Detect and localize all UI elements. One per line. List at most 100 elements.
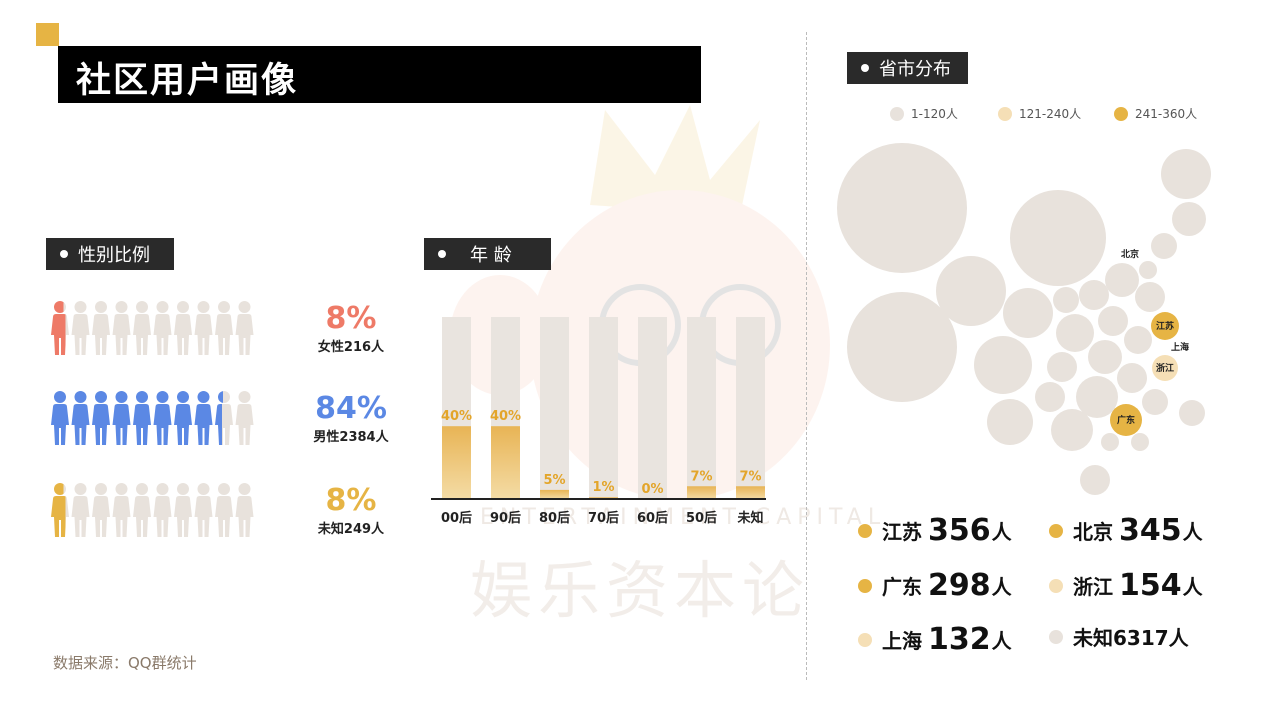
bullet-icon (438, 250, 446, 258)
province-stat: 北京 345 人 (1049, 513, 1203, 548)
age-bar (736, 486, 765, 499)
stat-dot-icon (1049, 523, 1063, 538)
province-legend: 1-120人 121-240人 241-360人 (890, 105, 1197, 122)
gender-heading-label: 性别比例 (78, 245, 150, 266)
age-bar-track (589, 317, 618, 499)
age-bar-track (736, 317, 765, 499)
map-label-jiangsu: 江苏 (1156, 320, 1174, 332)
age-bar-track (540, 317, 569, 499)
person-icon (153, 483, 172, 537)
age-x-tick-label: 90后 (490, 510, 521, 526)
stat-unit: 人 (991, 629, 1012, 653)
legend-item: 121-240人 (998, 105, 1114, 122)
person-icon (235, 391, 254, 445)
person-icon-row (51, 301, 254, 355)
map-label-beijing: 北京 (1121, 248, 1139, 260)
stat-province-name: 江苏 (882, 520, 922, 544)
stat-unit: 人 (1182, 520, 1203, 544)
gender-percent: 8% (325, 301, 377, 336)
person-icon (133, 301, 151, 355)
person-icon-row (51, 391, 254, 445)
province-stat: 未知6317人 (1049, 622, 1189, 651)
map-label-zhejiang: 浙江 (1156, 362, 1174, 374)
person-icon (235, 301, 254, 355)
person-icon (153, 301, 172, 355)
stat-dot-icon (858, 632, 872, 647)
legend-label: 121-240人 (1019, 107, 1082, 121)
legend-label: 241-360人 (1135, 107, 1198, 121)
person-icon-row (51, 483, 254, 537)
age-bar (540, 489, 569, 499)
gender-percent: 84% (315, 391, 387, 426)
age-x-tick-label: 70后 (588, 510, 619, 526)
age-bar (491, 426, 520, 499)
person-icon (194, 301, 213, 355)
person-icon (194, 483, 213, 537)
age-bar-value-label: 5% (543, 473, 565, 488)
person-icon (51, 483, 69, 537)
watermark-en: ENTERTAINMENT CAPITAL (480, 505, 887, 530)
stat-value: 132 (928, 622, 991, 657)
age-x-tick-label: 50后 (686, 510, 717, 526)
title-bar (58, 46, 701, 103)
age-bar (687, 486, 716, 499)
age-x-tick-label: 00后 (441, 510, 472, 526)
person-icon (92, 483, 110, 537)
title-accent (36, 23, 59, 46)
person-icon (194, 391, 213, 445)
stat-dot-icon (1049, 629, 1063, 644)
stat-dot-icon (858, 523, 872, 538)
person-icon (215, 301, 233, 355)
stat-value: 154 (1119, 568, 1182, 603)
stat-value: 356 (928, 513, 991, 548)
person-icon (174, 483, 192, 537)
map-label-guangdong: 广东 (1117, 414, 1135, 426)
province-bubble-map: 北京 江苏 上海 浙江 广东 (837, 143, 1211, 495)
person-icon (92, 391, 110, 445)
stat-value: 345 (1119, 513, 1182, 548)
bullet-icon (60, 250, 68, 258)
person-icon (153, 391, 172, 445)
age-heading: 年 龄 (424, 238, 551, 270)
person-icon (112, 301, 131, 355)
person-icon (112, 483, 131, 537)
province-heading: 省市分布 (847, 52, 968, 84)
legend-swatch-icon (1114, 106, 1128, 121)
person-icon (51, 391, 69, 445)
person-icon (235, 483, 254, 537)
province-stat: 浙江 154 人 (1049, 568, 1203, 603)
stat-province-name: 浙江 (1073, 575, 1113, 599)
person-icon (71, 301, 90, 355)
age-bar-value-label: 40% (490, 409, 521, 424)
stat-unit: 人 (1182, 575, 1203, 599)
gender-count-label: 女性216人 (317, 340, 385, 355)
gender-count-label: 未知249人 (317, 522, 385, 537)
stat-unit: 人 (991, 575, 1012, 599)
gender-percent: 8% (325, 483, 377, 518)
stat-province-name: 上海 (882, 629, 922, 653)
legend-item: 241-360人 (1114, 105, 1197, 122)
bullet-icon (861, 64, 869, 72)
age-heading-label: 年 龄 (470, 245, 512, 266)
province-stat: 上海 132 人 (858, 622, 1012, 657)
legend-item: 1-120人 (890, 105, 998, 122)
stat-dot-icon (858, 578, 872, 593)
gender-heading: 性别比例 (46, 238, 174, 270)
person-icon (51, 301, 69, 355)
person-icon (71, 483, 90, 537)
stat-dot-icon (1049, 578, 1063, 593)
age-x-tick-label: 未知 (736, 510, 763, 526)
stat-province-name: 广东 (882, 575, 922, 599)
person-icon (112, 391, 131, 445)
age-bar-track (638, 317, 667, 499)
data-source: 数据来源：QQ群统计 (53, 654, 197, 672)
person-icon (71, 391, 90, 445)
age-bar-track (687, 317, 716, 499)
legend-label: 1-120人 (911, 107, 958, 121)
map-label-shanghai: 上海 (1171, 341, 1189, 353)
legend-swatch-icon (890, 106, 904, 121)
age-bar-value-label: 1% (592, 480, 614, 495)
legend-swatch-icon (998, 106, 1012, 121)
age-bar-chart: 40% 00后 40% 90后 5% 80后 1% 70后 0% 60后 7% 50后 7% 未知 (425, 300, 770, 540)
age-bar-svg: 40% 00后 40% 90后 5% 80后 1% 70后 0% 60后 7% 50后 7% 未知 (431, 317, 766, 526)
